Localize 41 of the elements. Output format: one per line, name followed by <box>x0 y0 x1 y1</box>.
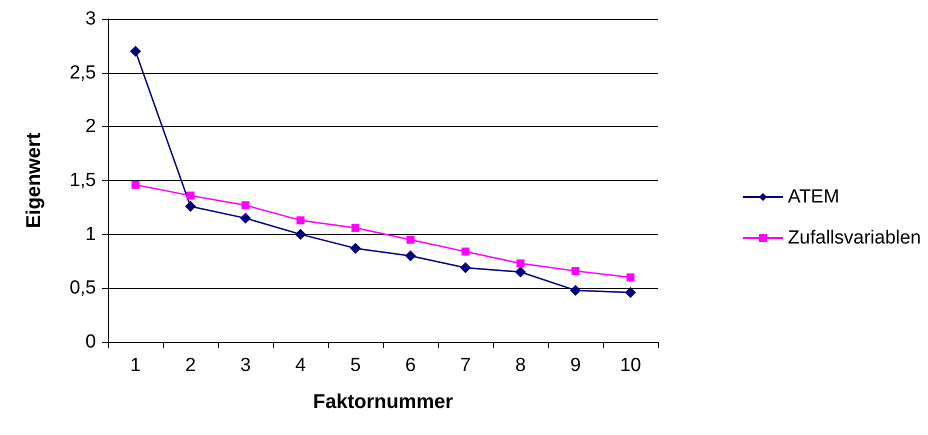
point <box>240 212 251 224</box>
point <box>242 201 250 210</box>
x-tick-label: 3 <box>240 355 251 376</box>
y-tick-label: 0,5 <box>70 278 96 299</box>
y-tick-label: 1 <box>85 224 96 245</box>
point <box>570 284 581 296</box>
point <box>352 224 360 232</box>
x-tick-label: 1 <box>130 355 141 376</box>
y-tick-label: 0 <box>85 332 96 352</box>
point <box>462 248 470 256</box>
point <box>625 286 636 298</box>
y-tick-label: 2 <box>85 116 96 138</box>
point <box>460 262 471 274</box>
legend-label: Zufallsvariablen <box>788 228 922 248</box>
point <box>132 180 140 189</box>
legend-label: ATEM <box>788 186 840 208</box>
point <box>405 250 416 262</box>
x-tick-label: 2 <box>185 355 196 376</box>
point <box>406 236 414 244</box>
point <box>186 192 194 200</box>
y-tick-label: 2,5 <box>70 62 96 84</box>
point <box>626 273 634 282</box>
point <box>130 46 141 57</box>
point <box>516 259 524 268</box>
point <box>350 242 361 254</box>
x-tick-label: 7 <box>460 355 471 376</box>
x-tick-label: 10 <box>620 355 642 376</box>
y-tick-label: 1,5 <box>70 170 96 191</box>
y-tick-label: 3 <box>85 8 96 30</box>
point <box>296 216 304 224</box>
point <box>515 266 526 278</box>
point <box>572 266 580 275</box>
x-tick-label: 4 <box>295 355 306 376</box>
x-axis-title: Faktornummer <box>312 391 454 413</box>
y-axis-title: Eigenwert <box>23 132 45 228</box>
point <box>295 228 306 240</box>
point <box>185 200 196 212</box>
x-tick-label: 8 <box>515 355 526 376</box>
x-tick-label: 5 <box>350 355 361 376</box>
x-tick-label: 6 <box>405 355 416 376</box>
x-tick-label: 9 <box>570 355 581 376</box>
